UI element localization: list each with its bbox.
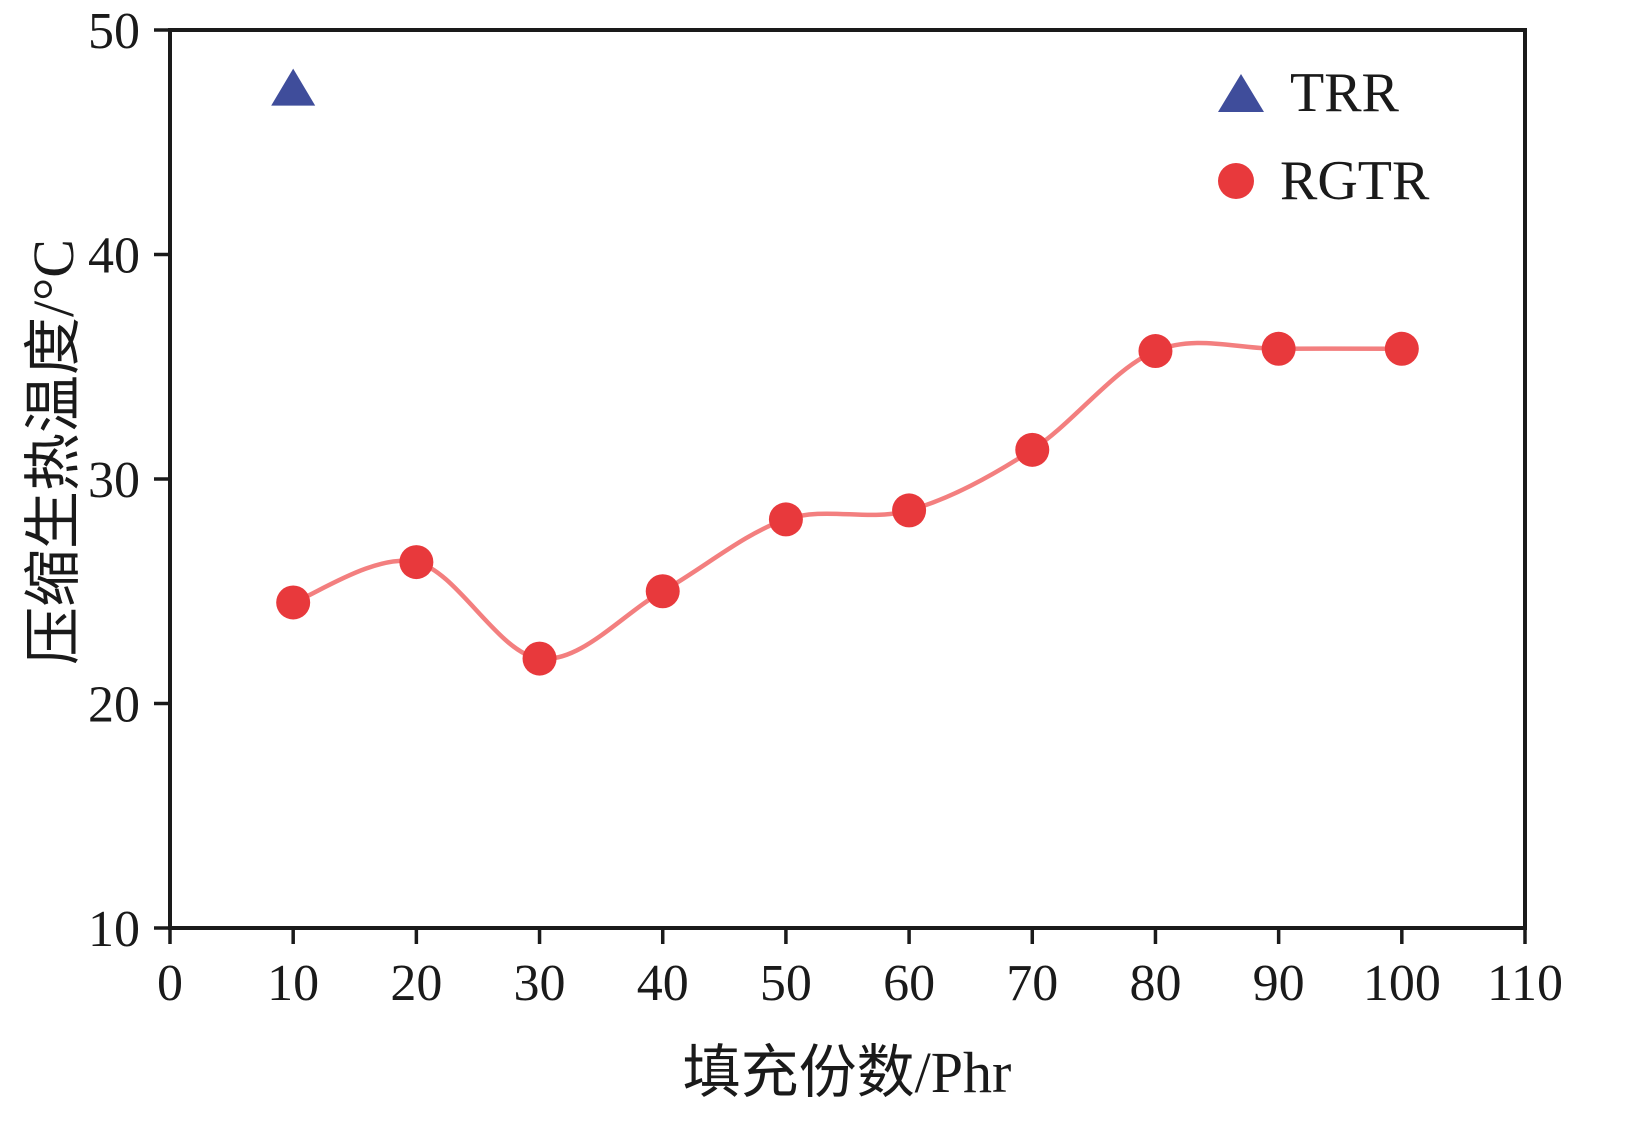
legend-label-rgtr: RGTR <box>1280 150 1430 212</box>
x-tick-label: 0 <box>157 955 183 1012</box>
x-tick-label: 40 <box>637 955 689 1012</box>
y-tick-label: 10 <box>88 901 140 958</box>
legend-item-rgtr: RGTR <box>1218 146 1429 216</box>
y-tick-label: 40 <box>88 228 140 285</box>
x-tick-label: 70 <box>1006 955 1058 1012</box>
x-tick-label: 50 <box>760 955 812 1012</box>
legend: TRR RGTR <box>1218 58 1429 216</box>
x-tick-label: 100 <box>1363 955 1441 1012</box>
x-tick-label: 60 <box>883 955 935 1012</box>
data-point-rgtr <box>768 502 803 537</box>
x-tick-label: 10 <box>267 955 319 1012</box>
data-point-rgtr <box>645 574 680 609</box>
legend-label-trr: TRR <box>1290 62 1399 124</box>
data-point-rgtr <box>892 493 927 528</box>
x-tick-label: 90 <box>1253 955 1305 1012</box>
data-point-rgtr <box>1138 334 1173 369</box>
y-tick-label: 50 <box>88 3 140 60</box>
y-tick-label: 20 <box>88 677 140 734</box>
data-point-rgtr <box>1384 331 1419 366</box>
y-axis-label: 压缩生热温度/°C <box>21 239 86 665</box>
x-tick-label: 20 <box>390 955 442 1012</box>
x-tick-label: 80 <box>1129 955 1181 1012</box>
data-point-rgtr <box>522 641 557 676</box>
data-point-rgtr <box>276 585 311 620</box>
data-point-rgtr <box>1015 432 1050 467</box>
y-tick-label: 30 <box>88 452 140 509</box>
x-axis-label: 填充份数/Phr <box>682 1040 1012 1105</box>
data-point-trr <box>271 68 316 106</box>
circle-marker-icon <box>1218 163 1254 199</box>
data-point-rgtr <box>399 545 434 580</box>
x-tick-label: 110 <box>1487 955 1563 1012</box>
data-point-rgtr <box>1261 331 1296 366</box>
triangle-marker-icon <box>1218 74 1264 112</box>
series-line-rgtr <box>292 340 1402 662</box>
legend-item-trr: TRR <box>1218 58 1429 128</box>
x-tick-label: 30 <box>514 955 566 1012</box>
